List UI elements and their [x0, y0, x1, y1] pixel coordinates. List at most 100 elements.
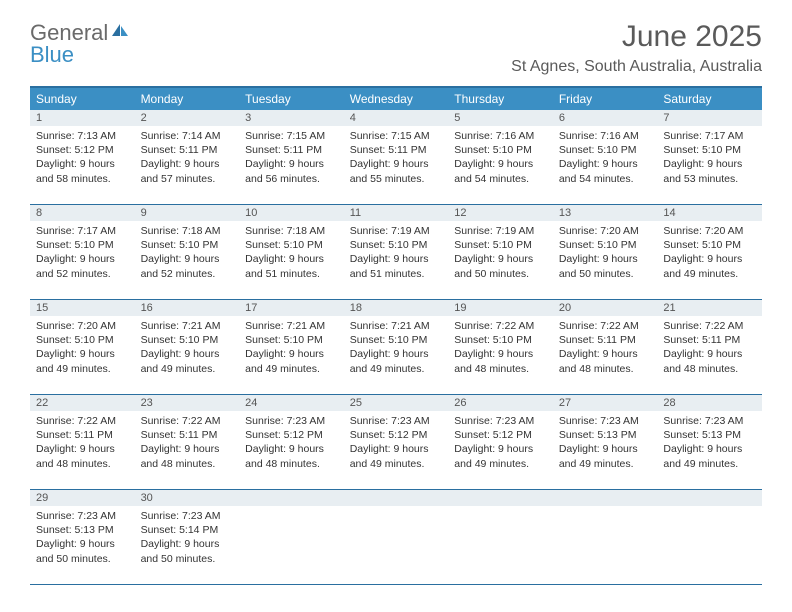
day-header: Saturday — [657, 88, 762, 110]
day-info: Sunrise: 7:19 AMSunset: 5:10 PMDaylight:… — [454, 224, 547, 281]
day-info: Sunrise: 7:21 AMSunset: 5:10 PMDaylight:… — [245, 319, 338, 376]
week-row: Sunrise: 7:20 AMSunset: 5:10 PMDaylight:… — [30, 316, 762, 395]
day-info: Sunrise: 7:23 AMSunset: 5:12 PMDaylight:… — [245, 414, 338, 471]
day-cell — [553, 506, 658, 584]
day-cell: Sunrise: 7:23 AMSunset: 5:13 PMDaylight:… — [30, 506, 135, 584]
sunset-text: Sunset: 5:10 PM — [245, 238, 338, 252]
sunset-text: Sunset: 5:10 PM — [559, 238, 652, 252]
sunset-text: Sunset: 5:10 PM — [350, 238, 443, 252]
day-cell: Sunrise: 7:22 AMSunset: 5:10 PMDaylight:… — [448, 316, 553, 394]
sunrise-text: Sunrise: 7:20 AM — [559, 224, 652, 238]
day-number: 26 — [448, 395, 553, 411]
day-cell: Sunrise: 7:22 AMSunset: 5:11 PMDaylight:… — [135, 411, 240, 489]
daylight-text: Daylight: 9 hours and 48 minutes. — [454, 347, 547, 375]
sunrise-text: Sunrise: 7:21 AM — [350, 319, 443, 333]
day-number: 28 — [657, 395, 762, 411]
sunset-text: Sunset: 5:13 PM — [559, 428, 652, 442]
daylight-text: Daylight: 9 hours and 49 minutes. — [663, 252, 756, 280]
day-headers-row: SundayMondayTuesdayWednesdayThursdayFrid… — [30, 88, 762, 110]
day-info: Sunrise: 7:14 AMSunset: 5:11 PMDaylight:… — [141, 129, 234, 186]
daylight-text: Daylight: 9 hours and 49 minutes. — [454, 442, 547, 470]
sunset-text: Sunset: 5:10 PM — [663, 238, 756, 252]
location: St Agnes, South Australia, Australia — [511, 58, 762, 76]
day-number: 22 — [30, 395, 135, 411]
day-number — [657, 490, 762, 506]
sunrise-text: Sunrise: 7:17 AM — [36, 224, 129, 238]
daylight-text: Daylight: 9 hours and 48 minutes. — [36, 442, 129, 470]
daylight-text: Daylight: 9 hours and 51 minutes. — [245, 252, 338, 280]
day-number: 20 — [553, 300, 658, 316]
sunrise-text: Sunrise: 7:20 AM — [663, 224, 756, 238]
sunrise-text: Sunrise: 7:15 AM — [245, 129, 338, 143]
sunset-text: Sunset: 5:14 PM — [141, 523, 234, 537]
week-row: Sunrise: 7:22 AMSunset: 5:11 PMDaylight:… — [30, 411, 762, 490]
sunset-text: Sunset: 5:11 PM — [663, 333, 756, 347]
sunset-text: Sunset: 5:10 PM — [141, 333, 234, 347]
daylight-text: Daylight: 9 hours and 48 minutes. — [245, 442, 338, 470]
daylight-text: Daylight: 9 hours and 54 minutes. — [454, 157, 547, 185]
day-cell — [657, 506, 762, 584]
day-info: Sunrise: 7:20 AMSunset: 5:10 PMDaylight:… — [36, 319, 129, 376]
day-cell: Sunrise: 7:23 AMSunset: 5:12 PMDaylight:… — [344, 411, 449, 489]
daylight-text: Daylight: 9 hours and 51 minutes. — [350, 252, 443, 280]
day-cell: Sunrise: 7:20 AMSunset: 5:10 PMDaylight:… — [657, 221, 762, 299]
day-info: Sunrise: 7:23 AMSunset: 5:13 PMDaylight:… — [663, 414, 756, 471]
day-number: 23 — [135, 395, 240, 411]
day-info: Sunrise: 7:23 AMSunset: 5:13 PMDaylight:… — [559, 414, 652, 471]
day-number: 21 — [657, 300, 762, 316]
daylight-text: Daylight: 9 hours and 58 minutes. — [36, 157, 129, 185]
day-info: Sunrise: 7:16 AMSunset: 5:10 PMDaylight:… — [454, 129, 547, 186]
day-cell: Sunrise: 7:15 AMSunset: 5:11 PMDaylight:… — [344, 126, 449, 204]
sunrise-text: Sunrise: 7:22 AM — [663, 319, 756, 333]
day-number: 27 — [553, 395, 658, 411]
sunset-text: Sunset: 5:11 PM — [141, 428, 234, 442]
daylight-text: Daylight: 9 hours and 49 minutes. — [350, 347, 443, 375]
sunset-text: Sunset: 5:10 PM — [559, 143, 652, 157]
day-number: 2 — [135, 110, 240, 126]
day-cell: Sunrise: 7:17 AMSunset: 5:10 PMDaylight:… — [30, 221, 135, 299]
day-number-row: 2930 — [30, 490, 762, 506]
day-cell: Sunrise: 7:22 AMSunset: 5:11 PMDaylight:… — [657, 316, 762, 394]
day-number: 4 — [344, 110, 449, 126]
sunset-text: Sunset: 5:12 PM — [36, 143, 129, 157]
daylight-text: Daylight: 9 hours and 49 minutes. — [245, 347, 338, 375]
day-cell: Sunrise: 7:19 AMSunset: 5:10 PMDaylight:… — [448, 221, 553, 299]
day-number-row: 1234567 — [30, 110, 762, 126]
day-info: Sunrise: 7:23 AMSunset: 5:13 PMDaylight:… — [36, 509, 129, 566]
day-header: Tuesday — [239, 88, 344, 110]
day-info: Sunrise: 7:22 AMSunset: 5:11 PMDaylight:… — [36, 414, 129, 471]
daylight-text: Daylight: 9 hours and 52 minutes. — [141, 252, 234, 280]
sunrise-text: Sunrise: 7:23 AM — [141, 509, 234, 523]
day-info: Sunrise: 7:13 AMSunset: 5:12 PMDaylight:… — [36, 129, 129, 186]
day-cell: Sunrise: 7:22 AMSunset: 5:11 PMDaylight:… — [30, 411, 135, 489]
day-header: Monday — [135, 88, 240, 110]
day-number: 15 — [30, 300, 135, 316]
day-header: Wednesday — [344, 88, 449, 110]
daylight-text: Daylight: 9 hours and 49 minutes. — [663, 442, 756, 470]
sunset-text: Sunset: 5:11 PM — [141, 143, 234, 157]
daylight-text: Daylight: 9 hours and 54 minutes. — [559, 157, 652, 185]
day-info: Sunrise: 7:22 AMSunset: 5:11 PMDaylight:… — [559, 319, 652, 376]
day-number: 12 — [448, 205, 553, 221]
day-header: Friday — [553, 88, 658, 110]
daylight-text: Daylight: 9 hours and 49 minutes. — [559, 442, 652, 470]
daylight-text: Daylight: 9 hours and 56 minutes. — [245, 157, 338, 185]
sunrise-text: Sunrise: 7:13 AM — [36, 129, 129, 143]
daylight-text: Daylight: 9 hours and 48 minutes. — [141, 442, 234, 470]
day-number: 7 — [657, 110, 762, 126]
day-info: Sunrise: 7:21 AMSunset: 5:10 PMDaylight:… — [141, 319, 234, 376]
logo: General Blue — [30, 20, 130, 68]
day-cell: Sunrise: 7:16 AMSunset: 5:10 PMDaylight:… — [448, 126, 553, 204]
day-cell — [448, 506, 553, 584]
day-info: Sunrise: 7:22 AMSunset: 5:10 PMDaylight:… — [454, 319, 547, 376]
day-number: 3 — [239, 110, 344, 126]
daylight-text: Daylight: 9 hours and 50 minutes. — [454, 252, 547, 280]
sunset-text: Sunset: 5:10 PM — [454, 143, 547, 157]
day-info: Sunrise: 7:20 AMSunset: 5:10 PMDaylight:… — [559, 224, 652, 281]
sunrise-text: Sunrise: 7:19 AM — [454, 224, 547, 238]
day-info: Sunrise: 7:19 AMSunset: 5:10 PMDaylight:… — [350, 224, 443, 281]
sunrise-text: Sunrise: 7:14 AM — [141, 129, 234, 143]
sunset-text: Sunset: 5:11 PM — [350, 143, 443, 157]
month-title: June 2025 — [511, 20, 762, 54]
sunrise-text: Sunrise: 7:15 AM — [350, 129, 443, 143]
